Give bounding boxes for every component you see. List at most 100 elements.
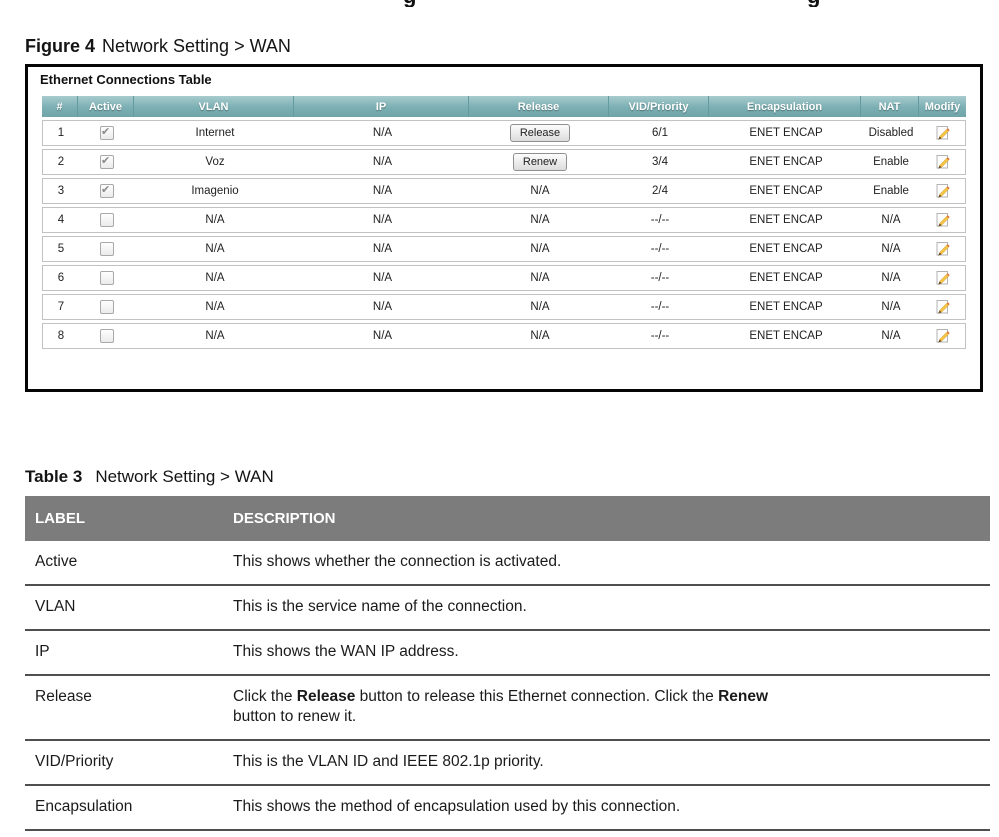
connection-row: 3 Imagenio N/A N/A 2/4 ENET ENCAP Enable [42,178,966,204]
modify-cell [920,150,965,174]
nat-status: N/A [881,330,901,342]
table3-rows: Active This shows whether the connection … [25,541,990,831]
ip-address: N/A [372,214,393,226]
release-cell: N/A [470,237,610,261]
connection-row: 7 N/A N/A N/A --/-- ENET ENCAP N/A [42,294,966,320]
connection-row: 2 Voz N/A Renew 3/4 ENET ENCAP Enable [42,149,966,175]
active-checkbox[interactable] [100,183,114,198]
ip-address: N/A [372,185,393,197]
table3-column-label: LABEL [35,510,85,527]
vid-priority: --/-- [650,272,670,284]
release-button[interactable]: Release [509,124,571,142]
description-text: button to renew it. [233,708,357,725]
description-line: Click the Release button to release this… [233,687,930,707]
ip-address: N/A [372,330,393,342]
table3-row: IP This shows the WAN IP address. [25,631,990,676]
enet-table-rows: 1 Internet N/A Release 6/1 ENET ENCAP Disabled… [42,120,966,349]
nat-status: Enable [873,185,909,197]
bold-term: Renew [718,688,769,705]
active-cell [79,237,135,261]
table3-row: Release Click the Release button to relea… [25,676,990,741]
release-cell: N/A [470,295,610,319]
release-cell: N/A [470,208,610,232]
table3-header: LABEL DESCRIPTION [25,496,990,541]
vid-priority: --/-- [650,301,670,313]
active-checkbox[interactable] [100,300,114,314]
row-number: 4 [57,214,65,226]
row-number: 6 [57,272,65,284]
release-cell: N/A [470,324,610,348]
vlan-name: N/A [205,272,225,284]
pencil-edit-icon[interactable] [935,212,951,228]
release-value: N/A [530,214,550,226]
table3-row: VID/Priority This is the VLAN ID and IEEE… [25,741,990,786]
modify-cell [920,295,965,319]
active-checkbox[interactable] [100,329,114,343]
table3-row-label: Encapsulation [35,798,133,815]
release-value: N/A [530,243,550,255]
description-text: This shows the WAN IP address. [233,643,459,660]
table3-caption: Table 3 Network Setting > WAN [25,467,274,487]
active-cell [79,150,135,174]
column-header-: # [42,96,78,117]
row-number: 5 [57,243,65,255]
table3-row-description: This shows the WAN IP address. [233,642,990,662]
vlan-name: Voz [205,156,225,168]
pencil-edit-icon[interactable] [935,125,951,141]
description-text: This is the VLAN ID and IEEE 802.1p prio… [233,753,544,770]
encapsulation: ENET ENCAP [749,214,823,226]
pencil-edit-icon[interactable] [935,183,951,199]
figure-number: Figure 4 [25,36,96,56]
description-text: This is the service name of the connecti… [233,598,527,615]
pencil-edit-icon[interactable] [935,328,951,344]
row-number: 1 [57,127,65,139]
active-checkbox[interactable] [100,271,114,285]
vlan-name: N/A [205,214,225,226]
release-cell: Release [470,121,610,145]
table3-row-description: This is the VLAN ID and IEEE 802.1p prio… [233,752,990,772]
release-cell: Renew [470,150,610,174]
description-line: This is the VLAN ID and IEEE 802.1p prio… [233,752,930,772]
release-cell: N/A [470,179,610,203]
encapsulation: ENET ENCAP [749,330,823,342]
table3-row-label: VLAN [35,598,76,615]
table3-number: Table 3 [25,467,83,486]
description-line: This shows the WAN IP address. [233,642,930,662]
active-cell [79,324,135,348]
renew-button[interactable]: Renew [512,153,568,171]
active-checkbox[interactable] [100,242,114,256]
description-line: This shows the method of encapsulation u… [233,797,930,817]
pencil-edit-icon[interactable] [935,154,951,170]
table3-row-label: IP [35,643,50,660]
table3-row-label: Active [35,553,78,570]
encapsulation: ENET ENCAP [749,127,823,139]
panel-title: Ethernet Connections Table [40,72,212,87]
encapsulation: ENET ENCAP [749,185,823,197]
row-number: 8 [57,330,65,342]
pencil-edit-icon[interactable] [935,270,951,286]
vid-priority: 2/4 [652,185,668,197]
table3-row: VLAN This is the service name of the conn… [25,586,990,631]
active-checkbox[interactable] [100,154,114,169]
active-checkbox[interactable] [100,213,114,227]
encapsulation: ENET ENCAP [749,272,823,284]
pencil-edit-icon[interactable] [935,241,951,257]
row-number: 2 [57,156,65,168]
nat-status: N/A [881,214,901,226]
modify-cell [920,208,965,232]
column-header-release: Release [469,96,609,117]
column-header-ip: IP [294,96,469,117]
table3-row: Encapsulation This shows the method of en… [25,786,990,831]
vlan-name: Imagenio [191,185,239,197]
active-cell [79,179,135,203]
nat-status: N/A [881,272,901,284]
table3-row: Active This shows whether the connection … [25,541,990,586]
modify-cell [920,121,965,145]
active-checkbox[interactable] [100,125,114,140]
figure-screenshot: Ethernet Connections Table # Active VLAN IP… [25,64,983,392]
connection-row: 6 N/A N/A N/A --/-- ENET ENCAP N/A [42,265,966,291]
description-text: Click the [233,688,297,705]
bold-term: Release [296,688,356,705]
pencil-edit-icon[interactable] [935,299,951,315]
ip-address: N/A [372,243,393,255]
